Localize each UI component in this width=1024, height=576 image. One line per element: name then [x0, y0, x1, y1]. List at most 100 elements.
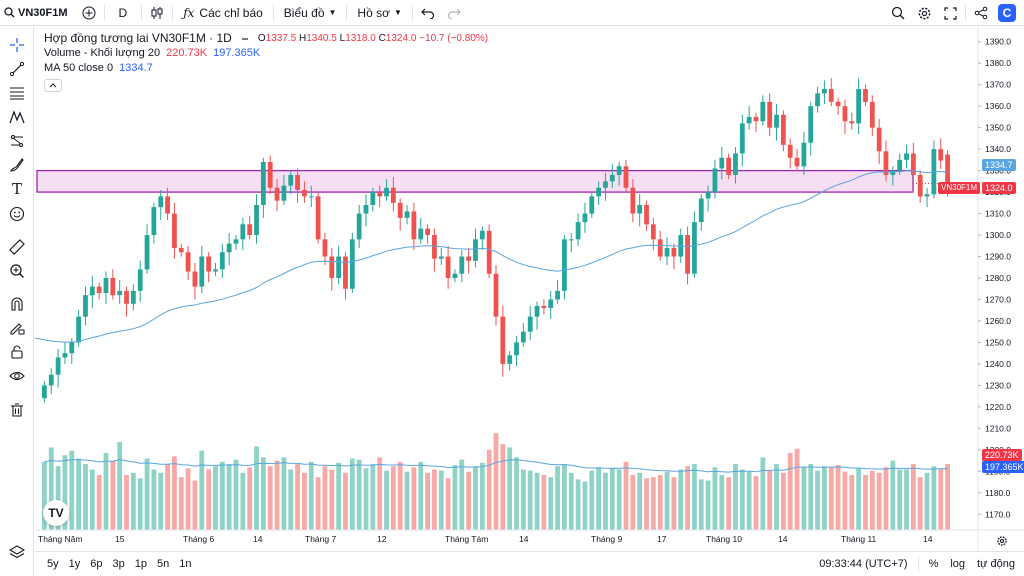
axis-settings-button[interactable]: [996, 534, 1008, 546]
ma-label[interactable]: MA 50 close 0: [44, 62, 114, 74]
volume-bar: [787, 453, 793, 530]
candle-body: [623, 166, 629, 188]
share-button[interactable]: [968, 0, 994, 26]
object-tree-button[interactable]: [5, 540, 29, 564]
candle-body: [733, 153, 738, 175]
remove-drawings-tool[interactable]: [5, 398, 29, 422]
lock-tool[interactable]: [5, 340, 29, 364]
volume-bar: [384, 470, 389, 530]
crosshair-tool[interactable]: [5, 33, 29, 57]
candle-body: [644, 204, 649, 225]
indicators-button[interactable]: ƒx Các chỉ báo: [175, 0, 271, 26]
volume-bar: [213, 466, 218, 530]
fullscreen-button[interactable]: [937, 0, 963, 26]
redo-button[interactable]: [441, 0, 467, 26]
candle-body: [254, 204, 259, 236]
stay-drawing-tool[interactable]: [5, 316, 29, 340]
volume-bar: [172, 456, 177, 530]
candle-body: [555, 290, 560, 300]
auto-scale-toggle[interactable]: tự động: [977, 558, 1015, 570]
volume-bar: [678, 469, 684, 530]
volume-bar: [254, 446, 259, 530]
range-button-5y[interactable]: 5y: [47, 558, 59, 570]
ma-value: 1334.7: [119, 62, 153, 74]
time-tick-label: 15: [115, 534, 125, 544]
price-chart[interactable]: 1390.01380.01370.01360.01350.01340.01330…: [35, 27, 1024, 551]
candle-body: [288, 174, 294, 186]
candle-body: [329, 256, 335, 278]
candle-body: [158, 196, 164, 208]
visibility-tool[interactable]: [5, 364, 29, 388]
volume-label[interactable]: Volume - Khối lượng 20: [44, 47, 161, 59]
undo-button[interactable]: [415, 0, 441, 26]
legend-main-row: Hợp đồng tương lai VN30F1M · 1D O1337.5 …: [44, 31, 488, 46]
volume-bar: [938, 468, 944, 530]
candle-body: [794, 157, 800, 167]
volume-bar: [945, 464, 950, 530]
volume-ma-tag: 197.365K: [982, 461, 1024, 473]
fib-tool[interactable]: [5, 81, 29, 105]
divider: [917, 557, 919, 571]
volume-bar: [692, 464, 697, 530]
range-button-1y[interactable]: 1y: [68, 558, 81, 570]
y-tick-label: 1370.0: [985, 80, 1011, 90]
candle-body: [774, 114, 779, 128]
add-symbol-button[interactable]: [76, 0, 102, 26]
range-button-1p[interactable]: 1p: [134, 558, 147, 570]
volume-value: 220.73K: [166, 47, 208, 59]
zoom-tool[interactable]: [5, 259, 29, 283]
settings-button[interactable]: [911, 0, 937, 26]
volume-bar: [609, 468, 615, 530]
volume-ma-value: 197.365K: [213, 47, 261, 59]
volume-bar: [828, 467, 834, 530]
lock-icon: [9, 344, 25, 360]
collapse-legend-button[interactable]: [44, 79, 62, 92]
log-toggle[interactable]: log: [950, 558, 966, 570]
range-button-5n[interactable]: 5n: [157, 558, 170, 570]
candle-body: [705, 192, 711, 199]
layers-icon: [9, 544, 25, 560]
candle-body: [938, 149, 944, 161]
emoji-tool[interactable]: [5, 202, 29, 226]
volume-bar: [712, 467, 718, 530]
time-tick-label: 14: [519, 534, 529, 544]
y-tick-label: 1170.0: [985, 509, 1011, 519]
candle-body: [117, 290, 123, 296]
volume-bar: [48, 447, 54, 530]
quick-search-button[interactable]: [885, 0, 911, 26]
candle-body: [685, 235, 690, 274]
range-button-6p[interactable]: 6p: [90, 558, 103, 570]
trend-line-tool[interactable]: [5, 57, 29, 81]
app-logo[interactable]: C: [994, 0, 1020, 26]
range-button-3p[interactable]: 3p: [112, 558, 125, 570]
pattern-tool[interactable]: [5, 105, 29, 129]
brush-tool[interactable]: [5, 153, 29, 177]
tradingview-logo-icon[interactable]: TV: [43, 500, 69, 526]
volume-bar: [438, 470, 444, 530]
text-tool[interactable]: T: [5, 177, 29, 201]
candle-body: [876, 127, 882, 152]
volume-bar: [452, 465, 458, 530]
volume-bar: [486, 449, 492, 530]
prediction-tool[interactable]: [5, 129, 29, 153]
magnet-tool[interactable]: [5, 292, 29, 316]
clock-time[interactable]: 09:33:44 (UTC+7): [819, 558, 908, 570]
ohlc-values: O1337.5 H1340.5 L1318.0 C1324.0 −10.7 (−…: [258, 31, 488, 46]
divider: [346, 4, 348, 21]
time-tick-label: Tháng Năm: [38, 534, 82, 544]
candle-body: [62, 353, 68, 358]
measure-tool[interactable]: [5, 235, 29, 259]
percent-toggle[interactable]: %: [928, 558, 939, 570]
symbol-search[interactable]: VN30F1M: [0, 0, 76, 26]
range-button-1n[interactable]: 1n: [179, 558, 192, 570]
volume-bar: [856, 468, 862, 530]
chart-type-button[interactable]: Biểu đồ ▼: [276, 0, 345, 26]
series-title[interactable]: Hợp đồng tương lai VN30F1M · 1D: [44, 31, 232, 45]
interval-button[interactable]: D: [118, 5, 128, 20]
candle-body: [842, 106, 848, 122]
candle-body: [363, 204, 369, 214]
y-tick-label: 1350.0: [985, 123, 1011, 133]
profile-button[interactable]: Hồ sơ ▼: [349, 0, 409, 26]
brush-icon: [9, 157, 25, 173]
chart-style-button[interactable]: [144, 0, 170, 26]
